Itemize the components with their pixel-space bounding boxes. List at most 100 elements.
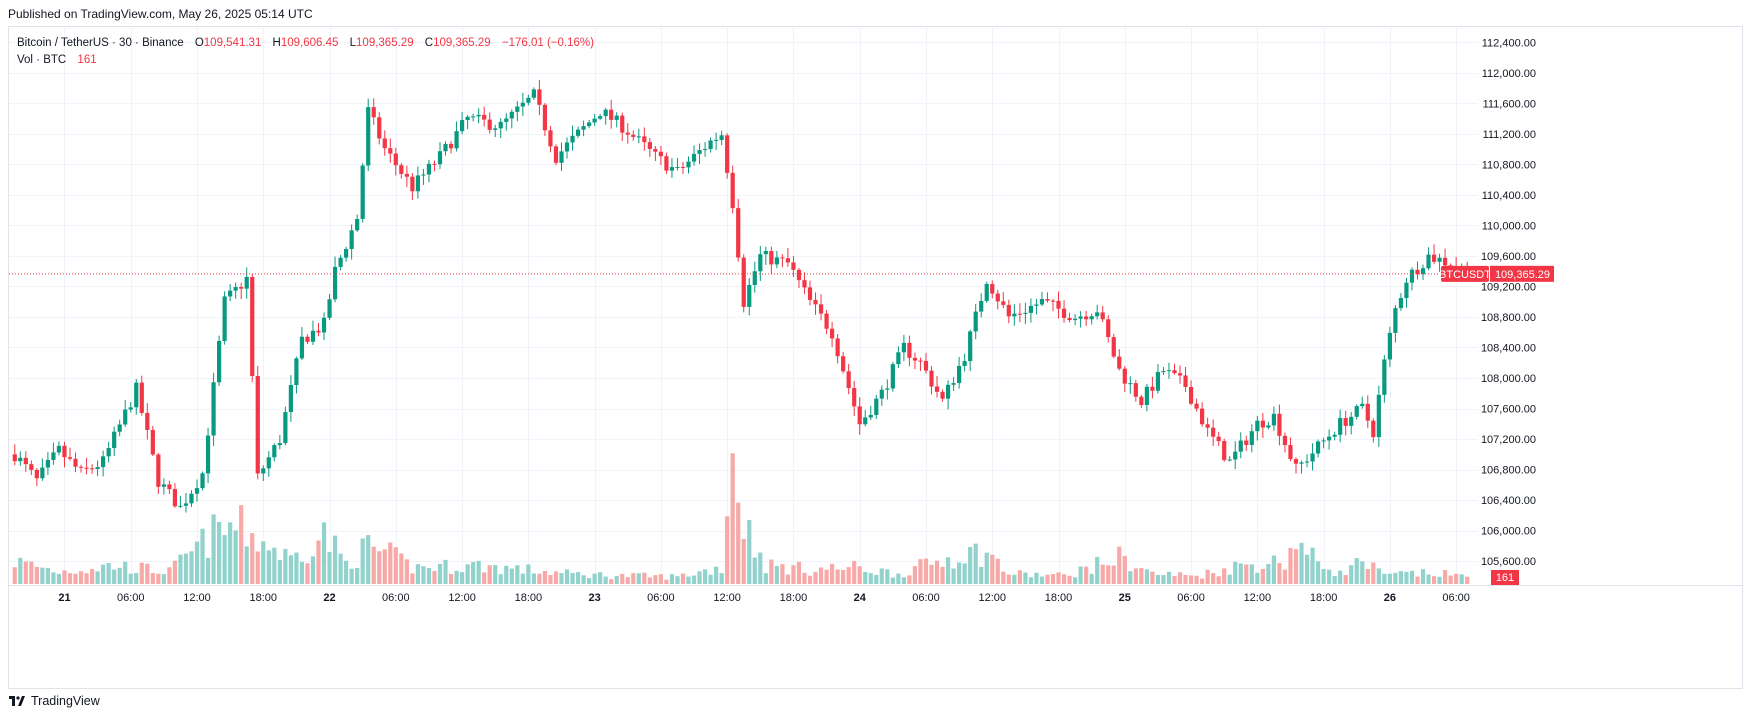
candle	[1089, 313, 1094, 325]
candle	[642, 127, 647, 151]
candle	[78, 464, 84, 473]
volume-bar	[1393, 572, 1398, 584]
volume-bar	[1233, 561, 1238, 584]
volume-bar	[830, 563, 835, 584]
candle-body	[426, 163, 432, 175]
candle	[581, 120, 586, 137]
candle	[1310, 443, 1315, 471]
volume-bar	[680, 573, 686, 584]
volume-bar	[1371, 562, 1376, 584]
volume-bar	[1398, 571, 1404, 584]
candle	[1200, 402, 1205, 427]
candle	[1117, 349, 1122, 371]
candle	[752, 261, 757, 293]
volume-bar	[388, 542, 393, 584]
candle	[498, 118, 503, 139]
volume-bar	[1161, 575, 1166, 584]
candle-body	[338, 257, 343, 267]
volume-bar	[1188, 575, 1194, 584]
candle-body	[161, 484, 166, 487]
candle	[1387, 326, 1392, 367]
candle-body	[1266, 425, 1271, 428]
candle-body	[1249, 431, 1254, 445]
candle	[1061, 300, 1067, 323]
candle-body	[45, 459, 50, 468]
candle-body	[487, 119, 492, 130]
candle-body	[288, 384, 293, 413]
volume-bar	[758, 552, 763, 584]
candle-body	[1420, 268, 1426, 275]
volume-bar	[371, 546, 376, 584]
candle-body	[244, 276, 249, 289]
candle-body	[686, 161, 691, 168]
volume-bar	[150, 573, 155, 584]
candle-body	[1122, 368, 1127, 384]
volume-bar	[1128, 571, 1133, 584]
candle	[1244, 435, 1249, 451]
candle-body	[509, 111, 514, 119]
candle	[896, 346, 901, 369]
candle-body	[128, 407, 133, 410]
candle	[973, 303, 978, 340]
candle-body	[708, 140, 713, 150]
volume-bar	[123, 561, 128, 584]
candle	[1349, 411, 1354, 435]
volume-bar	[631, 573, 636, 584]
volume-bar	[244, 546, 249, 584]
candle-body	[34, 469, 39, 479]
candle-body	[1205, 424, 1210, 428]
volume-bar	[426, 568, 432, 584]
volume-bar	[1420, 569, 1426, 584]
volume-bar	[338, 553, 343, 584]
volume-bar	[509, 568, 514, 584]
candle	[404, 165, 409, 188]
candle	[774, 250, 779, 269]
candle	[145, 403, 150, 440]
candle	[443, 141, 448, 156]
volume-bar	[310, 556, 316, 584]
candle	[1056, 291, 1061, 319]
candle	[609, 99, 614, 129]
volume-bar	[885, 569, 890, 584]
candle-body	[587, 122, 592, 127]
candle	[448, 141, 454, 154]
candle-body	[912, 357, 918, 361]
volume-bar	[752, 557, 757, 584]
candle-body	[564, 142, 570, 152]
candle-body	[1371, 420, 1376, 438]
tradingview-brand[interactable]: TradingView	[9, 694, 100, 708]
volume-bar	[1387, 573, 1392, 584]
candle-body	[1376, 394, 1381, 438]
candle-body	[1315, 441, 1321, 454]
candle-body	[393, 153, 398, 166]
volume-bar	[813, 571, 818, 584]
candle-body	[1095, 312, 1100, 317]
volume-bar	[1343, 575, 1348, 584]
candle	[890, 361, 895, 392]
candle-body	[145, 412, 150, 430]
candle	[769, 246, 774, 274]
symbol-name[interactable]: Bitcoin / TetherUS · 30 · Binance	[17, 37, 184, 49]
volume-bar	[609, 579, 614, 584]
candle	[885, 379, 890, 400]
candle	[1122, 366, 1127, 392]
volume-bar	[587, 578, 592, 584]
volume-bar	[294, 552, 299, 584]
candle-body	[272, 445, 277, 458]
candle	[592, 113, 597, 126]
candle-body	[725, 135, 730, 173]
candle	[205, 427, 211, 484]
volume-bar	[261, 541, 266, 584]
volume-bar	[1150, 571, 1155, 584]
volume-bar	[548, 575, 553, 584]
volume-bar	[1244, 564, 1249, 584]
candle	[211, 372, 216, 447]
candle-body	[1321, 440, 1326, 442]
candle	[934, 375, 940, 398]
candle-body	[874, 398, 879, 415]
candle-body	[918, 360, 923, 362]
candle	[1139, 394, 1144, 408]
volume-label[interactable]: Vol · BTC	[17, 54, 67, 66]
candle-body	[1244, 440, 1249, 445]
